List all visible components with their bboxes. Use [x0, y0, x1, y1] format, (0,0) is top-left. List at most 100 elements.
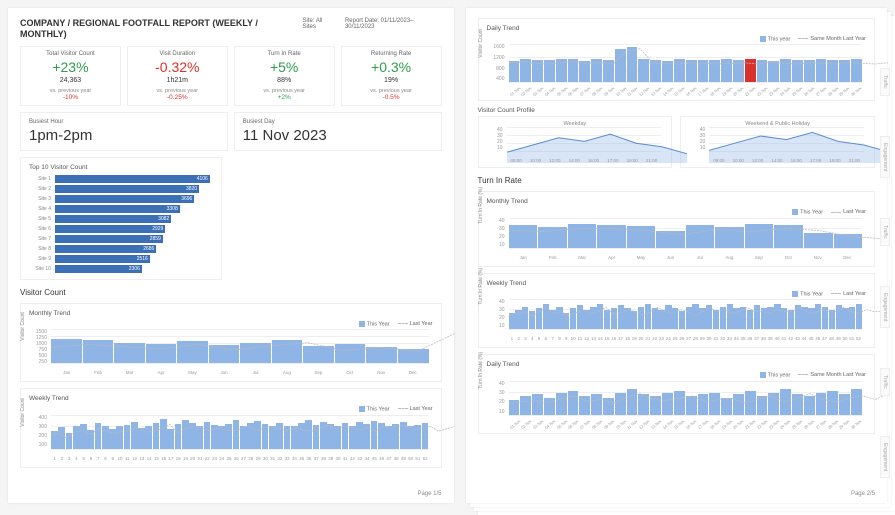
profile-weekday-card: Weekday 4030201009:0010:0012:0014:0016:0…	[478, 116, 673, 168]
top10-value: 3696	[181, 195, 192, 203]
top10-row: Site 1 4106	[29, 175, 213, 183]
profile-weekend-card: Weekend & Public Holiday 4030201009:0010…	[680, 116, 875, 168]
page-number-1: Page 1/5	[417, 491, 441, 497]
kpi-sub: 1h21m	[134, 77, 221, 84]
stack-tab: Engagement	[880, 286, 890, 328]
report-page-1: COMPANY / REGIONAL FOOTFALL REPORT (WEEK…	[8, 8, 454, 503]
top10-site-label: Site 5	[29, 216, 51, 222]
kpi-sub: 24,363	[27, 77, 114, 84]
top10-row: Site 3 3696	[29, 195, 213, 203]
page-header: COMPANY / REGIONAL FOOTFALL REPORT (WEEK…	[20, 18, 442, 40]
busiest-row: Busiest Hour 1pm-2pm Busiest Day 11 Nov …	[20, 112, 442, 151]
top10-row: Site 8 2686	[29, 245, 213, 253]
kpi-sub: 19%	[348, 77, 435, 84]
vc-weekly-card: Weekly Trend This Year Last Year Visitor…	[20, 388, 442, 467]
busiest-day-card: Busiest Day 11 Nov 2023	[234, 112, 442, 151]
ti-daily-chart: Turn In Rate (%)4030201001 Nov02 Nov03 N…	[487, 381, 867, 427]
vc-weekly-title: Weekly Trend	[29, 395, 433, 402]
top10-row: Site 2 3820	[29, 185, 213, 193]
daily-trend-card: Daily Trend This year Same Month Last Ye…	[478, 18, 876, 101]
busiest-hour-value: 1pm-2pm	[29, 127, 219, 144]
kpi-label: Total Visitor Count	[27, 51, 114, 57]
kpi-label: Turn In Rate	[241, 51, 328, 57]
kpi-main: +0.3%	[348, 59, 435, 75]
top10-value: 3082	[158, 215, 169, 223]
stack-tab: Engagement	[880, 136, 890, 178]
top10-value: 2306	[129, 265, 140, 273]
busiest-hour-label: Busiest Hour	[29, 119, 219, 125]
ti-daily-legend: This year Same Month Last Year	[487, 372, 867, 378]
stack-tab: Traffic	[880, 368, 890, 396]
top10-site-label: Site 3	[29, 196, 51, 202]
top10-row: Site 9 2516	[29, 255, 213, 263]
vc-monthly-chart: Visitor Count150012501000750500250JanFeb…	[29, 329, 433, 375]
kpi-label: Visit Duration	[134, 51, 221, 57]
top10-row: Site 5 3082	[29, 215, 213, 223]
stack-tab: Traffic	[880, 218, 890, 246]
top10-site-label: Site 10	[29, 266, 51, 272]
report-page-2: Daily Trend This year Same Month Last Ye…	[466, 8, 888, 503]
vc-weekly-chart: Visitor Count400300200100123456789101112…	[29, 415, 433, 461]
stack-tab: Traffic	[880, 68, 890, 96]
top10-row: Site 7 2859	[29, 235, 213, 243]
kpi-vs-value: +2%	[241, 94, 328, 101]
top10-value: 2859	[150, 235, 161, 243]
busiest-day-value: 11 Nov 2023	[243, 127, 433, 144]
busiest-hour-card: Busiest Hour 1pm-2pm	[20, 112, 228, 151]
top10-value: 2516	[137, 255, 148, 263]
top10-site-label: Site 7	[29, 236, 51, 242]
top10-site-label: Site 9	[29, 256, 51, 262]
kpi-vs-value: -0.5%	[348, 94, 435, 101]
top10-value: 4106	[197, 175, 208, 183]
vc-weekly-legend: This Year Last Year	[29, 406, 433, 412]
kpi-main: -0.32%	[134, 59, 221, 75]
turnin-section: Turn In Rate	[478, 176, 876, 185]
kpi-vs-value: -10%	[27, 94, 114, 101]
top10-site-label: Site 4	[29, 206, 51, 212]
ti-daily-title: Daily Trend	[487, 361, 867, 368]
top10-value: 2686	[143, 245, 154, 253]
vc-monthly-title: Monthly Trend	[29, 310, 433, 317]
ti-monthly-card: Monthly Trend This Year Last Year Turn I…	[478, 191, 876, 266]
ti-monthly-title: Monthly Trend	[487, 198, 867, 205]
report-page-2-stack: Daily Trend This year Same Month Last Ye…	[466, 8, 888, 503]
top10-value: 3308	[167, 205, 178, 213]
vc-monthly-card: Monthly Trend This Year Last Year Visito…	[20, 303, 442, 382]
profile-title: Visitor Count Profile	[478, 107, 876, 114]
top10-chart: Site 1 4106 Site 2 3820 Site 3 3696 Site 4 3308…	[29, 175, 213, 273]
kpi-card: Visit Duration-0.32%1h21mvs. previous ye…	[127, 46, 228, 106]
site-filter: Site: All Sites	[303, 18, 337, 30]
profile-weekday-chart: 4030201009:0010:0012:0014:0016:0017:0019…	[485, 127, 666, 163]
ti-monthly-legend: This Year Last Year	[487, 209, 867, 215]
top10-site-label: Site 2	[29, 186, 51, 192]
profile-section: Visitor Count Profile Weekday 4030201009…	[478, 107, 876, 168]
top10-site-label: Site 1	[29, 176, 51, 182]
kpi-vs-value: -0.25%	[134, 94, 221, 101]
top10-title: Top 10 Visitor Count	[29, 164, 213, 171]
kpi-sub: 88%	[241, 77, 328, 84]
ti-weekly-title: Weekly Trend	[487, 280, 867, 287]
kpi-label: Returning Rate	[348, 51, 435, 57]
stack-tab: Engagement	[880, 436, 890, 478]
kpi-main: +5%	[241, 59, 328, 75]
stack-side-tabs: Traffic Engagement Traffic Engagement Traffi…	[880, 68, 890, 478]
top10-row: Site 4 3308	[29, 205, 213, 213]
daily-trend-legend: This year Same Month Last Year	[487, 36, 867, 42]
kpi-card: Turn In Rate+5%88%vs. previous year+2%	[234, 46, 335, 106]
top10-value: 2929	[152, 225, 163, 233]
ti-weekly-chart: Turn In Rate (%)403020101234567891011121…	[487, 299, 867, 341]
kpi-card: Returning Rate+0.3%19%vs. previous year-…	[341, 46, 442, 106]
top10-row: Site 62929	[29, 225, 213, 233]
report-title: COMPANY / REGIONAL FOOTFALL REPORT (WEEK…	[20, 18, 303, 40]
daily-trend-chart: Visitor Count1600120080040001 Nov02 Nov0…	[487, 44, 867, 94]
top10-row: Site 10 2306	[29, 265, 213, 273]
page-number-2: Page 2/5	[851, 491, 875, 497]
ti-weekly-legend: This Year Last Year	[487, 291, 867, 297]
top10-value: 3820	[186, 185, 197, 193]
top10-site-label: Site 8	[29, 246, 51, 252]
vc-monthly-legend: This Year Last Year	[29, 321, 433, 327]
visitor-count-section: Visitor Count	[20, 288, 442, 297]
ti-monthly-chart: Turn In Rate (%)40302010JanFebMarAprMayJ…	[487, 218, 867, 260]
kpi-row: Total Visitor Count+23%24,363vs. previou…	[20, 46, 442, 106]
report-meta: Site: All Sites Report Date: 01/11/2023–…	[303, 18, 442, 30]
